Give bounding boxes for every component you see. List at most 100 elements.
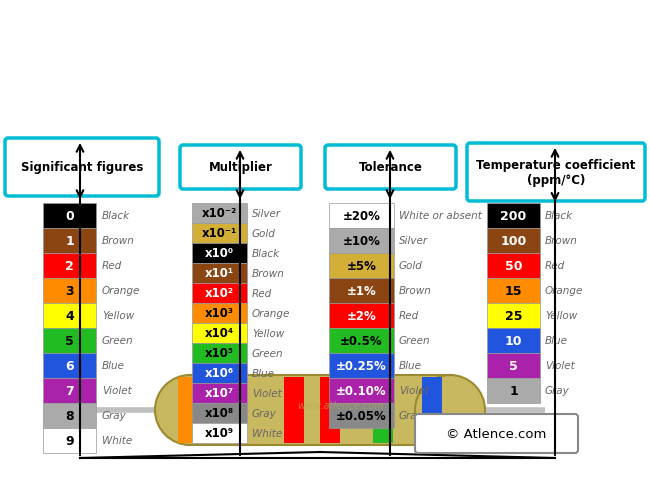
Bar [192, 403, 247, 423]
FancyBboxPatch shape [325, 146, 456, 190]
Text: x10³: x10³ [205, 307, 234, 320]
Bar [43, 353, 96, 378]
Text: Red: Red [545, 261, 566, 271]
Text: Temperature coefficient
(ppm/°C): Temperature coefficient (ppm/°C) [476, 159, 636, 186]
Text: 2: 2 [65, 260, 74, 272]
Text: ±5%: ±5% [346, 260, 376, 272]
Text: 3: 3 [65, 285, 74, 297]
Bar [43, 428, 96, 453]
Text: White: White [102, 436, 132, 446]
Text: Blue: Blue [545, 336, 568, 346]
Bar [487, 253, 540, 279]
Bar [192, 343, 247, 363]
Text: 15: 15 [505, 285, 522, 297]
Bar [422, 377, 442, 443]
Bar [43, 328, 96, 353]
Bar [283, 377, 304, 443]
Text: ±2%: ±2% [346, 309, 376, 323]
Text: 100: 100 [500, 235, 526, 247]
Text: Red: Red [102, 261, 122, 271]
Text: Violet: Violet [252, 388, 281, 398]
Text: x10⁷: x10⁷ [205, 386, 234, 400]
Ellipse shape [155, 375, 225, 445]
Text: Blue: Blue [102, 361, 125, 371]
Bar [329, 328, 394, 353]
Text: Yellow: Yellow [545, 311, 577, 321]
Text: x10⁶: x10⁶ [205, 367, 234, 380]
Text: Yellow: Yellow [102, 311, 135, 321]
FancyBboxPatch shape [5, 139, 159, 197]
Bar [329, 353, 394, 378]
Text: Multiplier: Multiplier [209, 161, 272, 174]
Text: White: White [252, 428, 282, 438]
Text: x10⁹: x10⁹ [205, 427, 234, 440]
Ellipse shape [415, 375, 485, 445]
Text: x10⁵: x10⁵ [205, 347, 234, 360]
Text: x10⁻¹: x10⁻¹ [202, 227, 237, 240]
Bar [487, 304, 540, 328]
Text: 6: 6 [65, 359, 74, 372]
Bar [487, 378, 540, 403]
Bar [178, 377, 198, 443]
Text: ±1%: ±1% [346, 285, 376, 297]
Text: www.atlence.com: www.atlence.com [296, 400, 384, 410]
Bar [192, 324, 247, 343]
Text: © Atlence.com: © Atlence.com [447, 427, 547, 440]
Bar [192, 224, 247, 244]
Bar [192, 423, 247, 443]
Bar [192, 203, 247, 224]
Text: Black: Black [252, 248, 280, 259]
Text: 1: 1 [65, 235, 74, 247]
Text: Blue: Blue [252, 368, 275, 378]
Bar [43, 203, 96, 228]
Bar [329, 378, 394, 403]
Bar [43, 279, 96, 304]
Text: Tolerance: Tolerance [359, 161, 422, 174]
Text: Brown: Brown [545, 236, 578, 246]
Text: x10¹: x10¹ [205, 267, 234, 280]
Bar [329, 403, 394, 428]
Bar [329, 279, 394, 304]
Text: ±0.25%: ±0.25% [336, 359, 387, 372]
Text: x10⁸: x10⁸ [205, 407, 234, 420]
Text: 9: 9 [65, 434, 74, 447]
Bar [192, 304, 247, 324]
Text: Orange: Orange [252, 308, 291, 318]
Text: Gray: Gray [102, 411, 127, 421]
Text: ±10%: ±10% [343, 235, 380, 247]
Bar [43, 378, 96, 403]
Text: Brown: Brown [252, 268, 285, 279]
Text: Gold: Gold [399, 261, 423, 271]
Text: 1: 1 [509, 384, 518, 397]
Text: x10²: x10² [205, 287, 234, 300]
Bar [43, 304, 96, 328]
Text: Brown: Brown [399, 286, 432, 296]
Text: Black: Black [545, 211, 573, 221]
Text: Violet: Violet [102, 386, 132, 396]
FancyBboxPatch shape [415, 414, 578, 453]
Bar [329, 228, 394, 253]
Text: Violet: Violet [545, 361, 575, 371]
Text: Green: Green [252, 348, 283, 358]
Text: ±0.5%: ±0.5% [340, 334, 383, 347]
Bar [192, 363, 247, 383]
FancyBboxPatch shape [180, 146, 301, 190]
Text: 4: 4 [65, 309, 74, 323]
Text: Black: Black [102, 211, 130, 221]
Text: Green: Green [102, 336, 134, 346]
FancyBboxPatch shape [467, 143, 645, 202]
Bar [329, 304, 394, 328]
Bar [192, 244, 247, 264]
Bar [43, 403, 96, 428]
Text: x10⁰: x10⁰ [205, 247, 234, 260]
Bar [487, 228, 540, 253]
Bar [221, 377, 241, 443]
Text: Silver: Silver [399, 236, 428, 246]
Text: White or absent: White or absent [399, 211, 482, 221]
Text: Gray: Gray [252, 408, 277, 418]
Text: Red: Red [399, 311, 419, 321]
Text: 25: 25 [505, 309, 522, 323]
Text: ±20%: ±20% [343, 209, 380, 223]
Text: Gray: Gray [545, 386, 570, 396]
Text: Yellow: Yellow [252, 328, 284, 338]
